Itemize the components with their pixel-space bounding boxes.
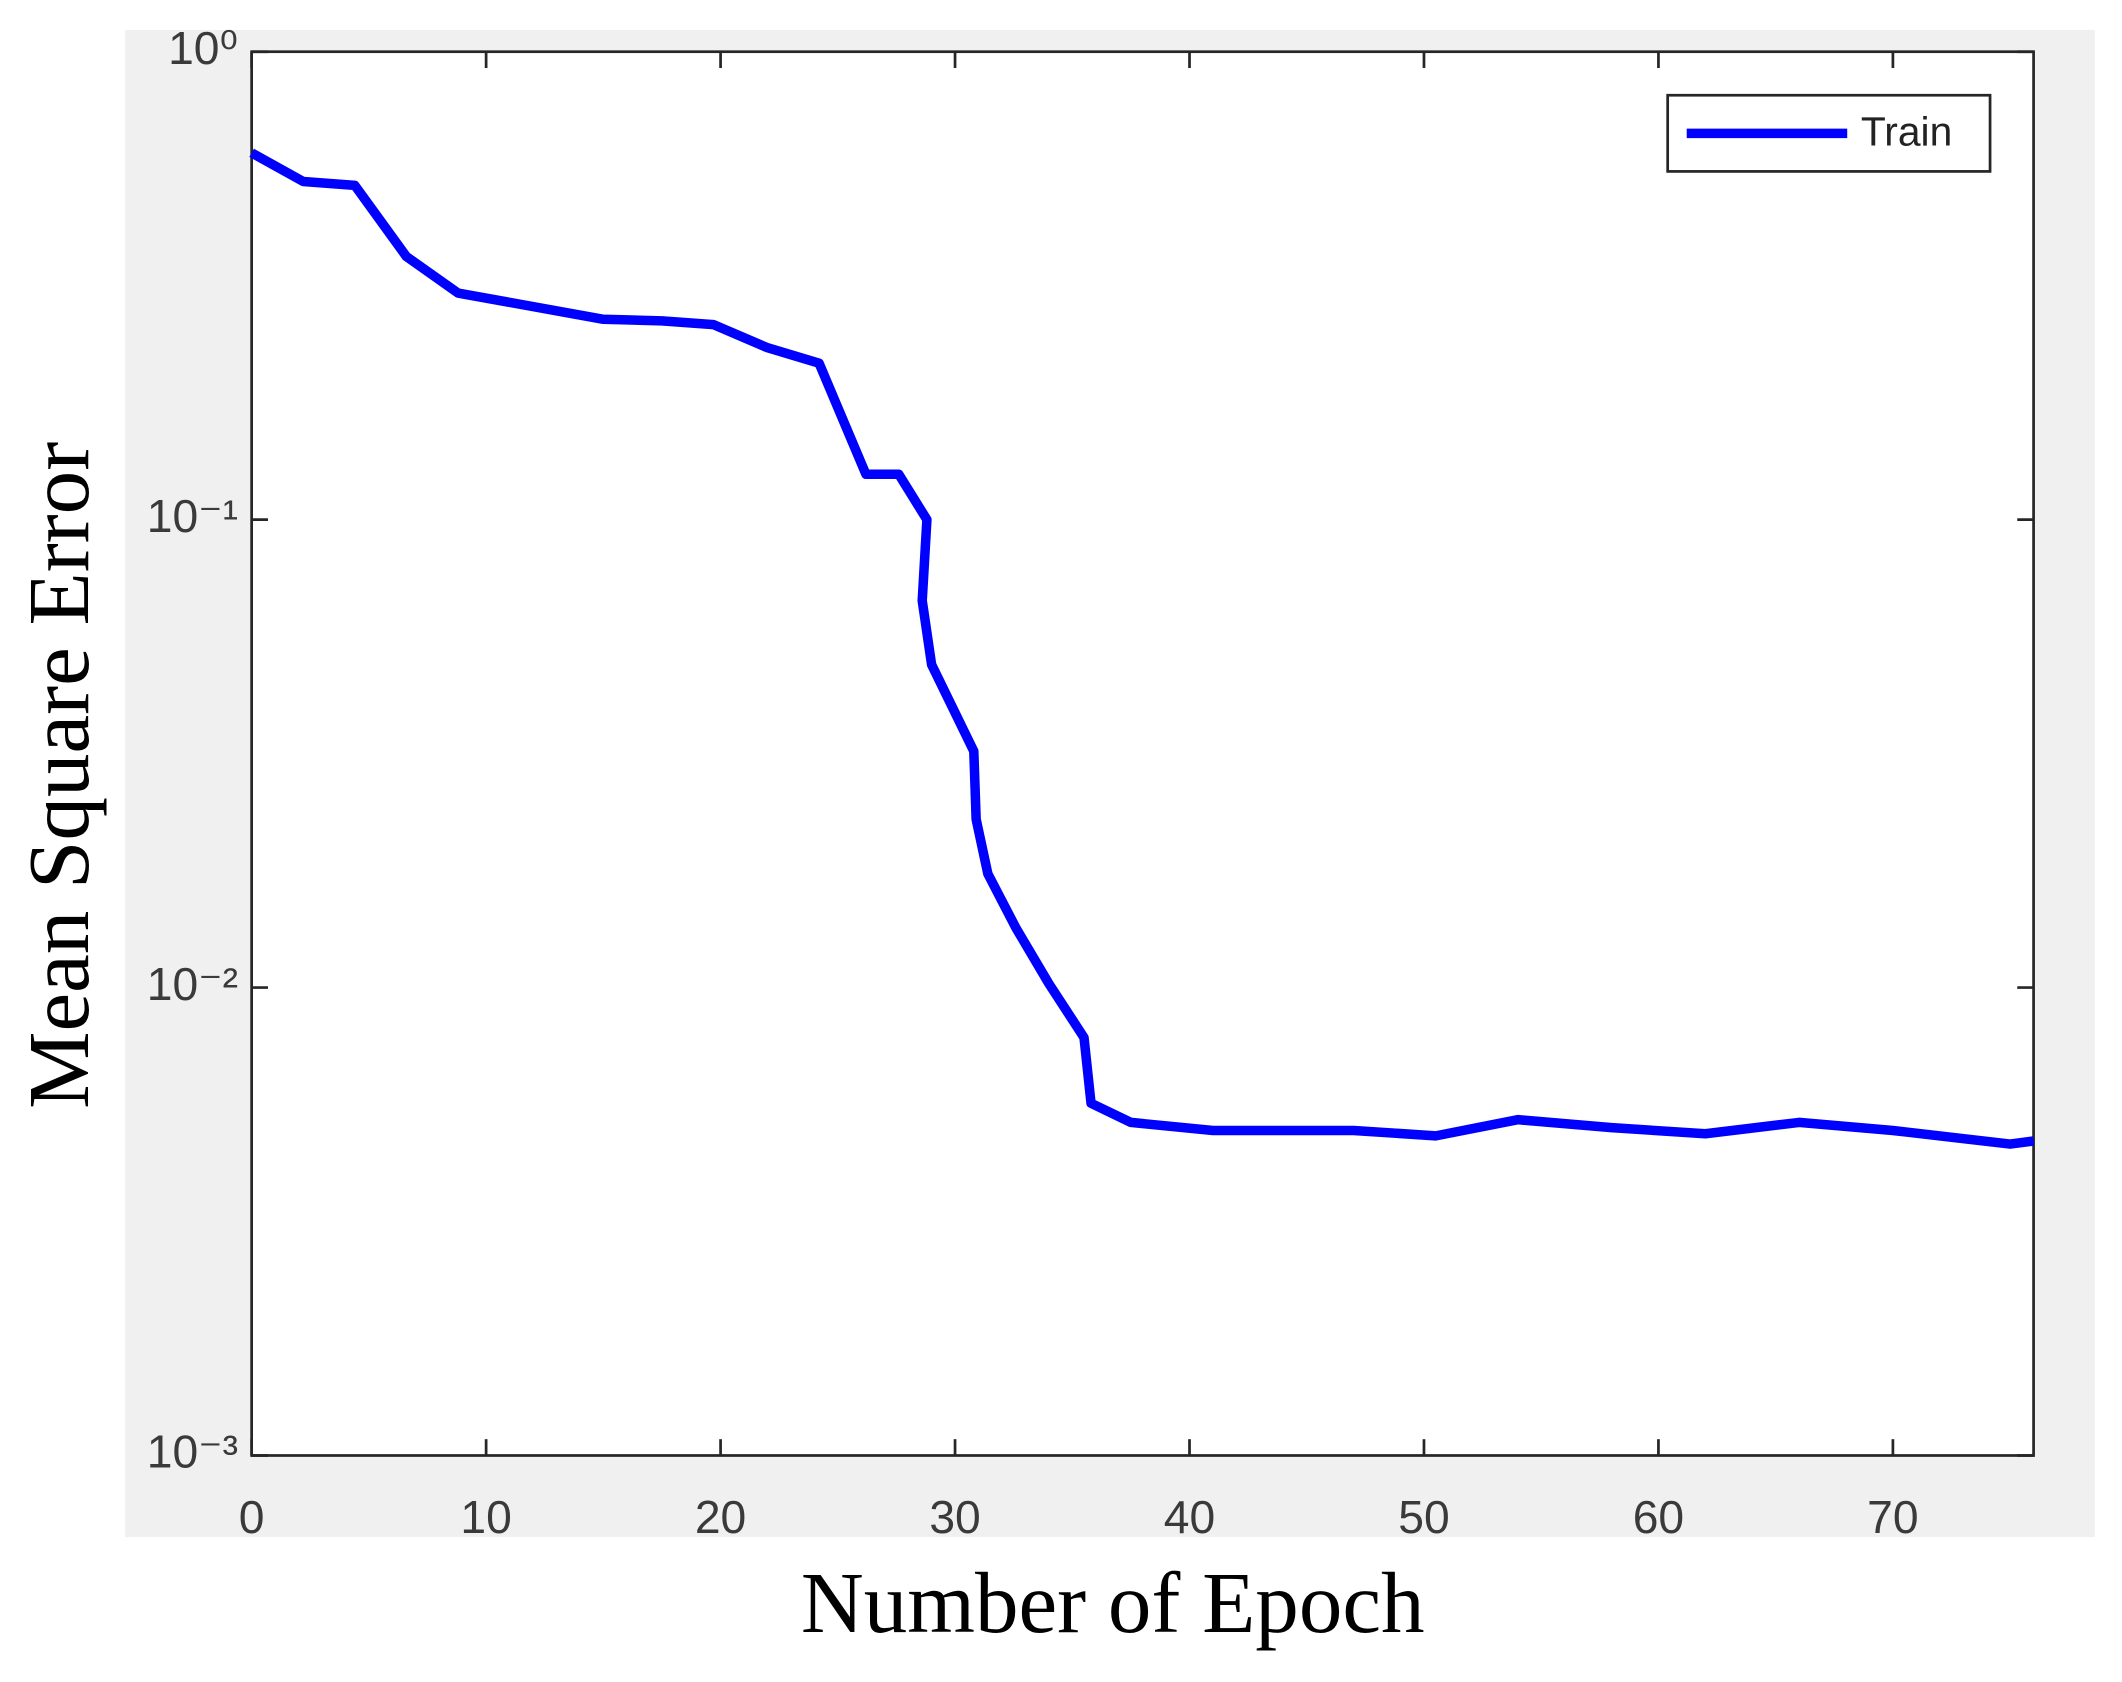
- x-tick-label: 0: [239, 1491, 265, 1543]
- y-tick-label: 10⁻¹: [147, 490, 238, 542]
- y-tick-label: 10⁻³: [147, 1426, 238, 1478]
- y-axis-title: Mean Square Error: [10, 442, 107, 1109]
- x-tick-label: 20: [695, 1491, 746, 1543]
- x-tick-label: 60: [1633, 1491, 1684, 1543]
- x-tick-label: 30: [929, 1491, 980, 1543]
- x-axis-title: Number of Epoch: [801, 1554, 1425, 1651]
- x-tick-label: 70: [1867, 1491, 1918, 1543]
- plot-area: [250, 50, 2035, 1457]
- x-tick-label: 10: [460, 1491, 511, 1543]
- legend-label: Train: [1861, 108, 1952, 154]
- y-tick-label: 10⁻²: [147, 958, 238, 1010]
- x-tick-label: 40: [1164, 1491, 1215, 1543]
- data-line: [249, 148, 2035, 1149]
- x-tick-label: 50: [1398, 1491, 1449, 1543]
- y-tick-label: 10⁰: [168, 22, 238, 74]
